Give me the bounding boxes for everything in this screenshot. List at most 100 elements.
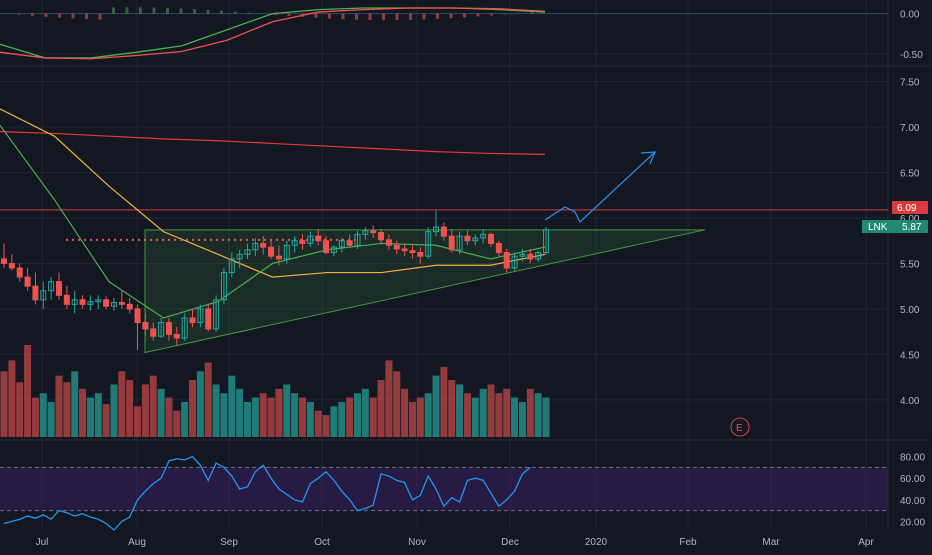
volume-bar (472, 398, 479, 437)
volume-bar (354, 393, 361, 437)
volume-bar (268, 398, 275, 437)
resistance-label: 6.09 (892, 201, 928, 214)
volume-bar (409, 402, 416, 437)
candle-body (465, 236, 470, 241)
volume-bar (370, 398, 377, 437)
volume-bar (118, 371, 125, 437)
volume-bar (228, 376, 235, 437)
macd-histogram-bar (85, 14, 88, 19)
macd-histogram-bar (45, 14, 48, 17)
candle-body (269, 247, 274, 256)
macd-histogram-bar (247, 13, 250, 14)
volume-bar (495, 393, 502, 437)
volume-bar (299, 398, 306, 437)
macd-histogram-bar (504, 14, 507, 15)
x-tick-label: Nov (408, 537, 426, 548)
candle-body (394, 245, 399, 249)
macd-histogram-bar (99, 14, 102, 20)
macd-histogram-bar (220, 11, 223, 14)
macd-histogram-bar (342, 14, 345, 20)
resistance-value: 6.09 (897, 203, 917, 214)
volume-bar (291, 393, 298, 437)
macd-histogram-bar (207, 10, 210, 14)
y-tick-label: 5.00 (900, 305, 920, 316)
volume-bar (535, 393, 542, 437)
x-tick-label: Oct (314, 537, 330, 548)
candle-body (489, 234, 494, 243)
candle-body (496, 243, 501, 252)
volume-bar (503, 389, 510, 437)
volume-bar (220, 393, 227, 437)
candle-body (206, 309, 211, 329)
candle-body (33, 286, 38, 300)
volume-bar (488, 384, 495, 437)
macd-histogram-bar (126, 7, 129, 13)
volume-bar (543, 398, 550, 437)
volume-bar (417, 398, 424, 437)
macd-histogram-bar (490, 14, 493, 16)
macd-histogram-bar (112, 7, 115, 13)
macd-histogram-bar (274, 14, 277, 15)
volume-bar (24, 345, 31, 437)
candle-body (64, 295, 69, 304)
x-tick-label: Feb (679, 537, 697, 548)
volume-bar (252, 398, 259, 437)
volume-bar (362, 389, 369, 437)
candle-body (174, 334, 179, 338)
candle-body (504, 253, 509, 268)
volume-bar (63, 382, 70, 437)
candle-body (25, 277, 30, 286)
x-tick-label: Aug (128, 537, 146, 548)
rsi-tick-label: 60.00 (900, 474, 925, 485)
volume-bar (165, 398, 172, 437)
candle-body (324, 241, 329, 253)
candle-body (151, 329, 156, 336)
x-tick-label: Mar (762, 537, 780, 548)
last-price-symbol: LNK (868, 222, 888, 233)
candle-body (127, 304, 132, 309)
x-tick-label: Dec (501, 537, 519, 548)
macd-histogram-bar (450, 14, 453, 19)
x-tick-label: Jul (36, 537, 49, 548)
volume-bar (134, 406, 141, 437)
volume-bar (307, 402, 314, 437)
volume-bar (330, 406, 337, 437)
volume-bar (448, 380, 455, 437)
macd-histogram-bar (234, 12, 237, 14)
macd-histogram-bar (301, 14, 304, 17)
candle-body (276, 256, 281, 259)
volume-bar (338, 402, 345, 437)
y-tick-label: 7.50 (900, 78, 920, 89)
candle-body (371, 231, 376, 233)
candle-body (2, 259, 7, 264)
volume-bar (1, 371, 8, 437)
candle-body (418, 253, 423, 257)
macd-histogram-bar (463, 14, 466, 18)
volume-bar (260, 393, 267, 437)
rsi-tick-label: 80.00 (900, 453, 925, 464)
volume-bar (189, 380, 196, 437)
candle-body (402, 249, 407, 251)
candle-body (449, 236, 454, 250)
volume-bar (142, 384, 149, 437)
candle-body (379, 233, 384, 240)
candle-body (56, 282, 61, 296)
rsi-band (0, 467, 888, 510)
x-tick-label: Apr (858, 537, 874, 548)
volume-bar (126, 380, 133, 437)
earnings-marker-letter: E (736, 423, 743, 434)
last-price-label: LNK 5.87 (862, 220, 928, 233)
volume-bar (346, 398, 353, 437)
candle-body (300, 241, 305, 244)
macd-histogram-bar (288, 14, 291, 16)
volume-bar (103, 404, 110, 437)
volume-bar (433, 376, 440, 437)
rsi-tick-label: 20.00 (900, 517, 925, 528)
volume-bar (385, 360, 392, 437)
candle-body (104, 300, 109, 306)
x-tick-label: 2020 (585, 537, 608, 548)
volume-bar (40, 393, 47, 437)
y-tick-label: 4.50 (900, 350, 920, 361)
